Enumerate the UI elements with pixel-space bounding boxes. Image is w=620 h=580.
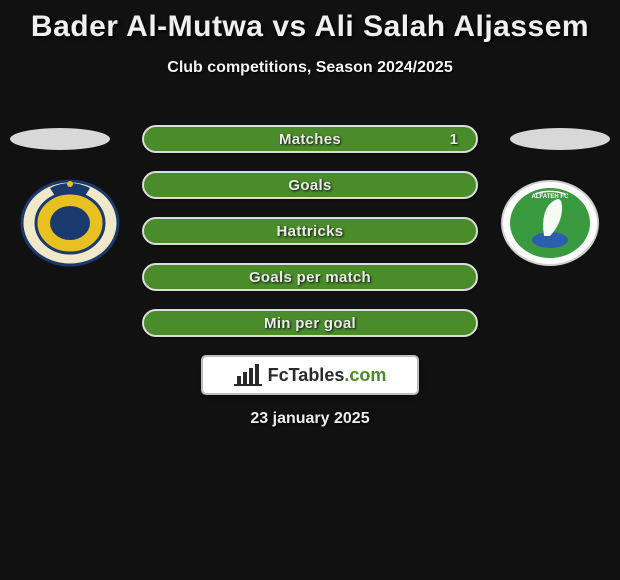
svg-text:ALFATEH FC: ALFATEH FC — [532, 194, 570, 200]
bar-chart-icon — [234, 364, 262, 386]
shadow-ellipse-right — [510, 128, 610, 150]
brand-domain: .com — [344, 365, 386, 385]
bar-value-right: 1 — [450, 131, 458, 148]
bar-label: Goals — [288, 177, 331, 194]
bar-hattricks: Hattricks — [142, 217, 478, 245]
club-crest-right: ALFATEH FC — [500, 178, 600, 273]
stat-bars: Matches 1 Goals Hattricks Goals per matc… — [142, 125, 478, 355]
brand-badge[interactable]: FcTables.com — [201, 355, 419, 395]
bar-goals-per-match: Goals per match — [142, 263, 478, 291]
bar-label: Matches — [279, 131, 341, 148]
brand-name: FcTables — [268, 365, 345, 385]
bar-matches: Matches 1 — [142, 125, 478, 153]
page-title: Bader Al-Mutwa vs Ali Salah Aljassem — [0, 0, 620, 44]
bar-goals: Goals — [142, 171, 478, 199]
club-crest-left — [20, 178, 120, 273]
bar-min-per-goal: Min per goal — [142, 309, 478, 337]
bar-label: Goals per match — [249, 269, 371, 286]
subtitle: Club competitions, Season 2024/2025 — [0, 59, 620, 77]
brand-text: FcTables.com — [268, 365, 387, 386]
date-label: 23 january 2025 — [0, 410, 620, 428]
shadow-ellipse-left — [10, 128, 110, 150]
comparison-card: Bader Al-Mutwa vs Ali Salah Aljassem Clu… — [0, 0, 620, 580]
bar-label: Min per goal — [264, 315, 356, 332]
bar-label: Hattricks — [277, 223, 344, 240]
